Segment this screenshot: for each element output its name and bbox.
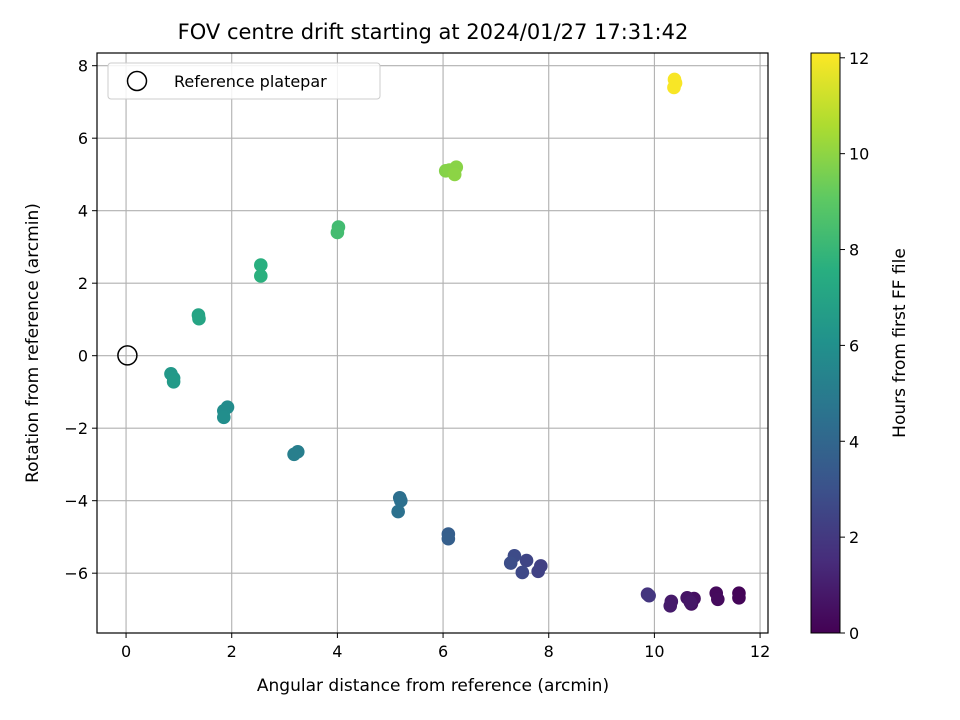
data-point	[192, 311, 206, 326]
data-point	[515, 565, 530, 580]
legend-marker-icon	[126, 70, 148, 92]
y-tick-label: −4	[64, 492, 88, 511]
y-tick-label: −2	[64, 419, 88, 438]
data-point	[441, 531, 456, 546]
reference-platepar-marker	[117, 345, 138, 366]
x-tick-label: 0	[121, 642, 131, 661]
x-tick-label: 4	[332, 642, 342, 661]
data-point	[642, 588, 656, 603]
data-point	[711, 592, 725, 607]
data-point	[663, 599, 678, 613]
colorbar-tick-label: 2	[849, 528, 859, 547]
y-tick-label: 0	[78, 347, 88, 366]
legend: Reference platepar	[107, 62, 381, 100]
data-point	[531, 564, 545, 579]
data-point	[503, 556, 518, 570]
colorbar-tick-label: 12	[849, 49, 869, 68]
colorbar-gradient	[810, 52, 841, 634]
colorbar-ticks: 0 2 4 6 8 10 12	[840, 49, 869, 643]
x-axis-label: Angular distance from reference (arcmin)	[257, 676, 609, 696]
y-tick-label: 6	[78, 129, 88, 148]
data-point	[683, 595, 698, 609]
legend-entry-label: Reference platepar	[174, 72, 327, 91]
grid-lines	[97, 53, 768, 633]
legend-box	[107, 62, 381, 100]
data-point	[667, 80, 681, 95]
colorbar-tick-label: 0	[849, 624, 859, 643]
y-axis-label: Rotation from reference (arcmin)	[23, 203, 43, 483]
x-tick-label: 10	[644, 642, 664, 661]
x-tick-label: 12	[750, 642, 770, 661]
data-point	[253, 258, 268, 272]
colorbar-label: Hours from first FF file	[890, 248, 910, 438]
data-point	[253, 269, 268, 283]
x-tick-label: 8	[544, 642, 554, 661]
x-tick-label: 6	[438, 642, 448, 661]
axis-ticks: 0 2 4 6 8 10 12 −6 −4 −2 0 2 4 6 8	[64, 57, 770, 661]
data-point	[519, 553, 534, 568]
data-point	[287, 447, 301, 462]
colorbar: 0 2 4 6 8 10 12 Hours from first FF file	[810, 49, 910, 643]
data-points	[164, 72, 746, 613]
y-tick-label: 4	[78, 202, 88, 221]
data-point	[166, 374, 181, 389]
colorbar-tick-label: 8	[849, 241, 859, 260]
colorbar-tick-label: 4	[849, 432, 859, 451]
data-point	[330, 225, 345, 240]
data-point	[391, 504, 405, 519]
data-point	[732, 591, 746, 605]
colorbar-tick-label: 6	[849, 336, 859, 355]
y-tick-label: −6	[64, 564, 88, 583]
y-tick-label: 8	[78, 57, 88, 76]
data-point	[393, 493, 408, 508]
colorbar-tick-label: 10	[849, 145, 869, 164]
chart-title: FOV centre drift starting at 2024/01/27 …	[178, 20, 689, 44]
y-tick-label: 2	[78, 274, 88, 293]
data-point	[217, 410, 231, 425]
x-tick-label: 2	[227, 642, 237, 661]
data-point	[447, 167, 462, 182]
plot-frame	[96, 52, 769, 634]
